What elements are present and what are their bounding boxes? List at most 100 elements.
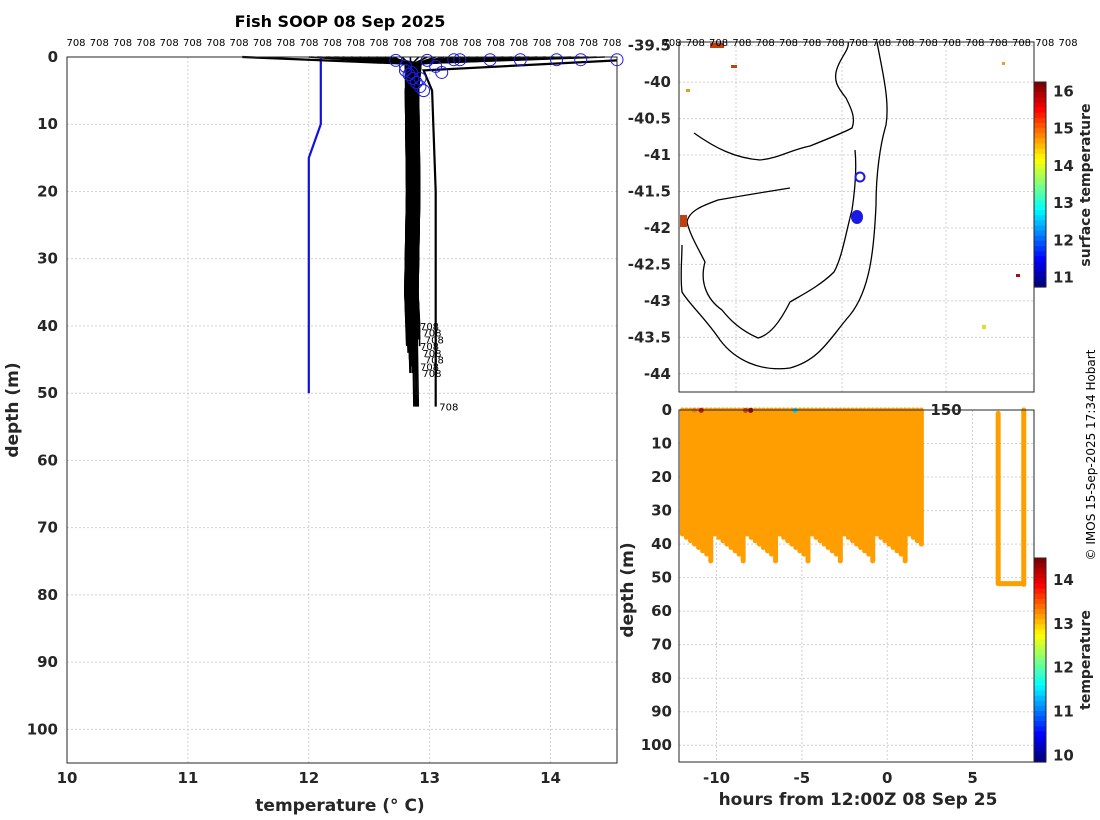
left-top-label: 708 [206, 38, 225, 49]
surface-marker [417, 84, 431, 98]
colorbar-segment [1034, 97, 1046, 104]
colorbar-segment [1034, 281, 1046, 288]
br-x-tick-label: 5 [967, 769, 977, 787]
colorbar-segment [1034, 174, 1046, 180]
colorbar-segment [1034, 654, 1046, 661]
map-top-label: 708 [965, 38, 984, 49]
map-top-label: 708 [872, 38, 891, 49]
map-top-label: 708 [1059, 38, 1078, 49]
colorbar-segment [1034, 680, 1046, 687]
br-colorbar-label: temperature [1078, 610, 1094, 710]
colorbar-segment [1034, 588, 1046, 595]
left-series-group [242, 55, 618, 407]
surface-marker [483, 53, 497, 67]
br-x-tick-label: 0 [882, 769, 892, 787]
colorbar-segment [1034, 685, 1046, 692]
colorbar-segment [1034, 665, 1046, 671]
map-colorbar: 11 12 13 14 15 16 [1033, 81, 1074, 288]
map-top-label: 708 [895, 38, 914, 49]
sst-pixel [1002, 62, 1005, 65]
colorbar-segment [1034, 112, 1046, 119]
colorbar-segment [1034, 558, 1046, 564]
br-y-axis-label: depth (m) [618, 542, 638, 637]
surface-marker [413, 80, 427, 94]
left-y-tick-label: 90 [37, 653, 58, 671]
colorbar-segment [1034, 573, 1046, 579]
left-top-label: 708 [299, 38, 318, 49]
colorbar-tick-label: 16 [1053, 82, 1074, 100]
map-panel: -39.5 -40 -40.5 -41 -41.5 -42 -42.5 -43 -43.5 -44… [628, 37, 1094, 393]
map-y-tick-label: -41.5 [628, 182, 671, 200]
colorbar-segment [1034, 568, 1046, 574]
left-top-label: 708 [183, 38, 202, 49]
left-top-label: 708 [439, 38, 458, 49]
series-line [307, 57, 322, 394]
map-partial-tick-label: 150 [930, 401, 961, 419]
profile-end-label: 708 [422, 369, 441, 380]
br-y-tick-label: 30 [651, 502, 672, 520]
colorbar-tick-label: 14 [1053, 157, 1074, 175]
map-top-label: 708 [779, 38, 798, 49]
colorbar-segment [1034, 266, 1046, 273]
colorbar-segment [1034, 609, 1046, 615]
colorbar-tick-label: 13 [1053, 194, 1074, 212]
colorbar-segment [1034, 578, 1046, 585]
left-top-label: 708 [136, 38, 155, 49]
left-top-label: 708 [486, 38, 505, 49]
profile-end-label: 708 [425, 335, 444, 346]
surface-marker [420, 53, 434, 67]
colorbar-segment [1034, 184, 1046, 191]
colorbar-segment [1034, 82, 1046, 88]
colorbar-segment [1034, 87, 1046, 93]
series-line [242, 55, 412, 374]
chart-title: Fish SOOP 08 Sep 2025 [235, 12, 446, 31]
surface-marker [447, 53, 461, 67]
left-top-label: 708 [463, 38, 482, 49]
surface-marker [402, 67, 416, 81]
left-x-tick-label: 11 [177, 769, 198, 787]
colorbar-segment [1034, 164, 1046, 170]
colorbar-segment [1034, 153, 1046, 160]
sst-pixel [680, 215, 687, 227]
surface-marker [453, 53, 467, 67]
left-y-tick-label: 40 [37, 317, 58, 335]
br-scatter-data [679, 407, 1027, 587]
colorbar-segment [1034, 220, 1046, 227]
colorbar-tick-label: 11 [1053, 269, 1074, 287]
colorbar-segment [1034, 261, 1046, 268]
left-x-tick-label: 14 [540, 769, 561, 787]
colorbar-segment [1034, 123, 1046, 129]
left-top-label: 708 [90, 38, 109, 49]
profile-end-label: 708 [420, 322, 439, 333]
colorbar-segment [1034, 644, 1046, 651]
map-top-label: 708 [732, 38, 751, 49]
temperature-profile [336, 56, 422, 347]
colorbar-segment [1034, 107, 1046, 114]
map-y-tick-label: -39.5 [628, 37, 671, 55]
colorbar-segment [1034, 235, 1046, 242]
map-top-label: 708 [849, 38, 868, 49]
colorbar-segment [1034, 675, 1046, 681]
left-y-axis-label: depth (m) [3, 362, 23, 457]
colorbar-tick-label: 10 [1053, 746, 1074, 764]
colorbar-frame [1033, 81, 1047, 288]
map-y-tick-label: -42.5 [628, 255, 671, 273]
left-top-label: 708 [393, 38, 412, 49]
surface-marker [406, 72, 420, 86]
left-x-tick-label: 12 [298, 769, 319, 787]
br-y-tick-label: 50 [651, 569, 672, 587]
colorbar-tick-label: 15 [1053, 120, 1074, 138]
sst-pixel [710, 43, 724, 48]
left-y-tick-label: 80 [37, 586, 58, 604]
colorbar-segment [1034, 619, 1046, 625]
br-y-tick-label: 70 [651, 636, 672, 654]
colorbar-segment [1034, 138, 1046, 145]
colorbar-segment [1034, 603, 1046, 610]
left-top-label: 708 [556, 38, 575, 49]
left-x-axis-label: temperature (° C) [255, 796, 424, 816]
colorbar-segment [1034, 598, 1046, 605]
colorbar-tick-label: 13 [1053, 615, 1074, 633]
colorbar-segment [1034, 741, 1046, 748]
